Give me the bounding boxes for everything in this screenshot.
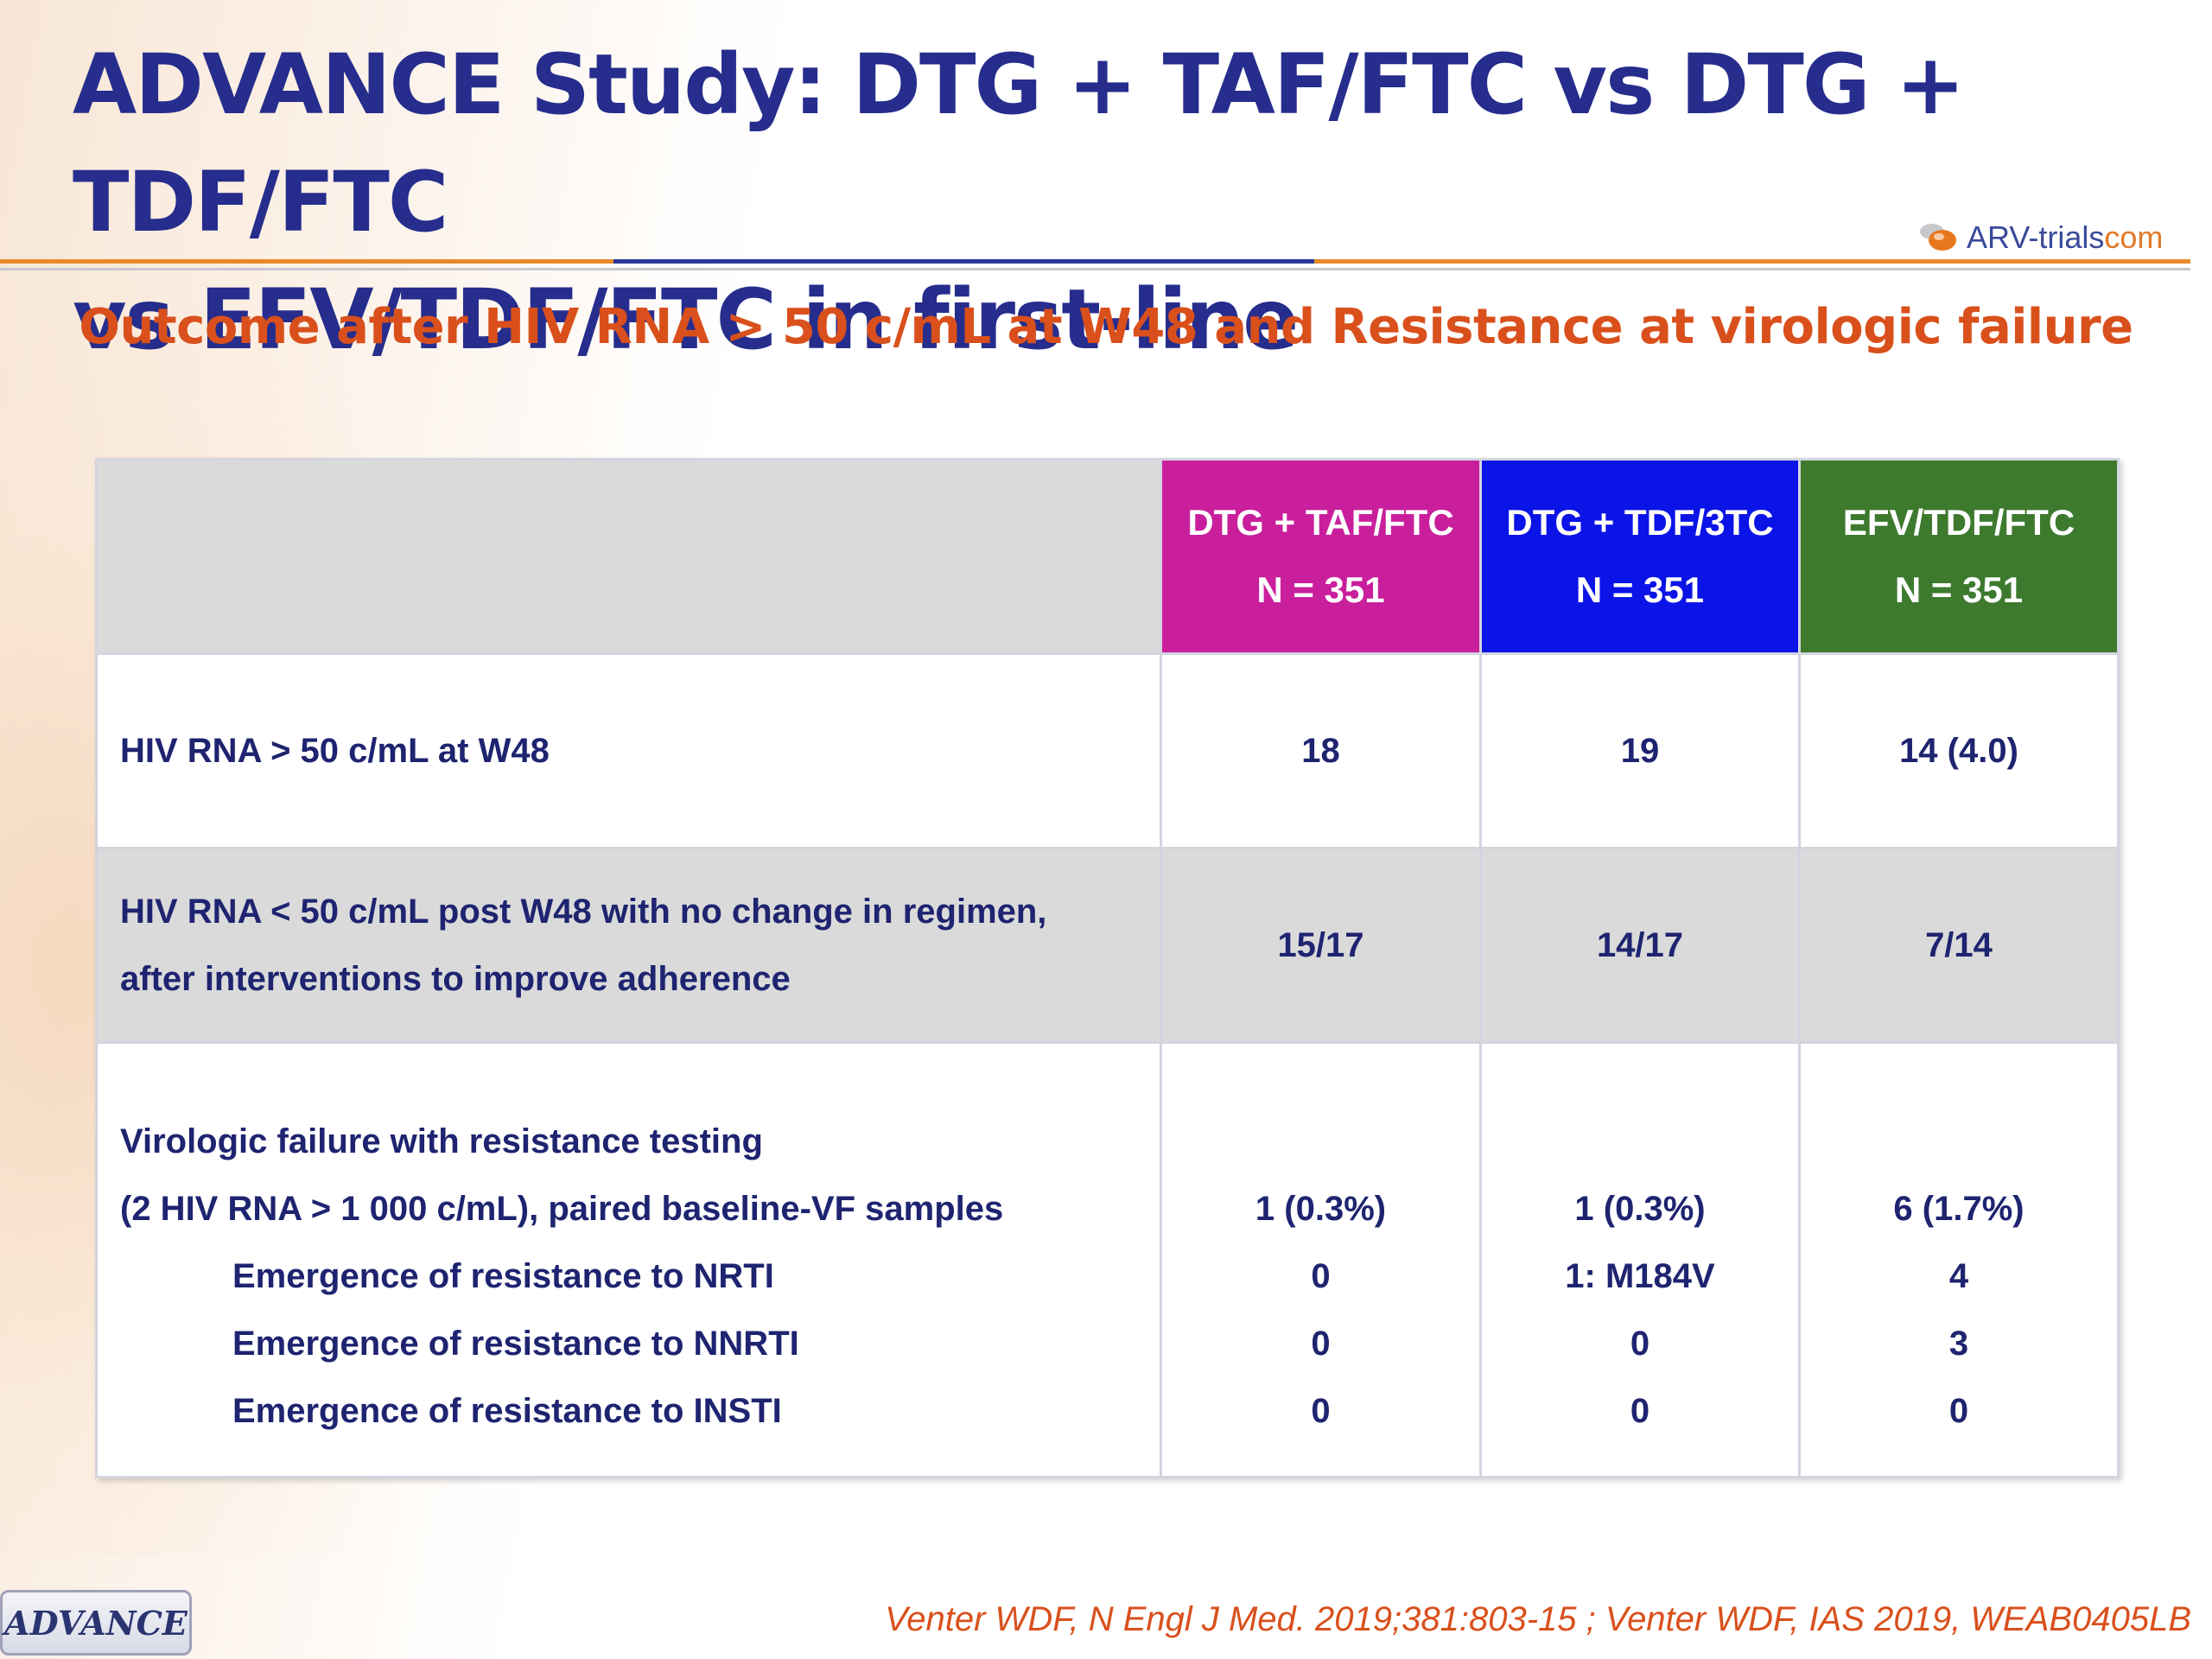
cell-value: 7/14 [1798, 847, 2120, 1044]
sub-label-insti: Emergence of resistance to INSTI [232, 1392, 782, 1430]
cell-value: 6 (1.7%) [1893, 1190, 2024, 1228]
arm-header-dtg-taf-ftc: DTG + TAF/FTC N = 351 [1160, 458, 1482, 655]
arm1-failure-cell: 1 (0.3%) 0 0 0 [1160, 1041, 1482, 1478]
cell-value: 1 (0.3%) [1574, 1190, 1706, 1228]
header-empty-cell [95, 458, 1162, 655]
table-row: Virologic failure with resistance testin… [95, 1041, 2120, 1478]
table-row: HIV RNA < 50 c/mL post W48 with no chang… [95, 847, 2120, 1044]
study-badge: ADVANCE [0, 1590, 192, 1656]
arm2-failure-cell: 1 (0.3%) 1: M184V 0 0 [1479, 1041, 1801, 1478]
cell-value: 0 [1311, 1257, 1331, 1295]
cell-value: 0 [1630, 1392, 1650, 1430]
row-label-line: (2 HIV RNA > 1 000 c/mL), paired baselin… [120, 1190, 1004, 1228]
arm-name: EFV/TDF/FTC [1842, 502, 2075, 543]
arm-name: DTG + TAF/FTC [1187, 502, 1454, 543]
row-label-line: after interventions to improve adherence [120, 960, 791, 998]
cell-value: 0 [1630, 1325, 1650, 1363]
row-label-rna-w48: HIV RNA > 50 c/mL at W48 [95, 652, 1162, 849]
pill-logo-icon [1916, 219, 1961, 256]
cell-value: 18 [1160, 652, 1482, 849]
logo-text: ARV-trialscom [1967, 219, 2163, 256]
arm-n: N = 351 [1256, 569, 1385, 610]
row-label-line: Virologic failure with resistance testin… [120, 1122, 763, 1160]
row-label-post-w48: HIV RNA < 50 c/mL post W48 with no chang… [95, 847, 1162, 1044]
arm-header-efv-tdf-ftc: EFV/TDF/FTC N = 351 [1798, 458, 2120, 655]
cell-value: 1 (0.3%) [1255, 1190, 1387, 1228]
logo-text-suffix: com [2104, 219, 2164, 255]
table-row: HIV RNA > 50 c/mL at W48 18 19 14 (4.0) [95, 652, 2120, 849]
arm-name: DTG + TDF/3TC [1506, 502, 1774, 543]
cell-value: 0 [1311, 1392, 1331, 1430]
slide-title: ADVANCE Study: DTG + TAF/FTC vs DTG + TD… [73, 26, 2164, 378]
title-divider [0, 259, 2190, 264]
cell-value: 0 [1948, 1392, 1969, 1430]
cell-value: 19 [1479, 652, 1801, 849]
cell-value: 3 [1948, 1325, 1969, 1363]
arm-n: N = 351 [1894, 569, 2024, 610]
title-line-2: vs EFV/TDF/FTC in first-line [73, 271, 1299, 368]
arv-trials-logo: ARV-trialscom [1916, 216, 2163, 259]
title-line-1: ADVANCE Study: DTG + TAF/FTC vs DTG + TD… [73, 36, 1965, 251]
sub-label-nnrti: Emergence of resistance to NNRTI [232, 1325, 799, 1363]
cell-value: 1: M184V [1565, 1257, 1715, 1295]
table-header-row: DTG + TAF/FTC N = 351 DTG + TDF/3TC N = … [95, 458, 2120, 655]
cell-value: 14/17 [1479, 847, 1801, 1044]
arm-n: N = 351 [1575, 569, 1705, 610]
citation: Venter WDF, N Engl J Med. 2019;381:803-1… [885, 1600, 2191, 1638]
row-label-virologic-failure: Virologic failure with resistance testin… [95, 1041, 1162, 1478]
cell-value: 14 (4.0) [1798, 652, 2120, 849]
cell-value: 15/17 [1160, 847, 1482, 1044]
slide-subtitle: Outcome after HIV RNA > 50 c/mL at W48 a… [79, 299, 2133, 355]
outcomes-table: DTG + TAF/FTC N = 351 DTG + TDF/3TC N = … [95, 458, 2120, 1478]
cell-value: 0 [1311, 1325, 1331, 1363]
cell-value: 4 [1948, 1257, 1969, 1295]
arm-header-dtg-tdf-3tc: DTG + TDF/3TC N = 351 [1479, 458, 1801, 655]
sub-label-nrti: Emergence of resistance to NRTI [232, 1257, 774, 1295]
row-label-line: HIV RNA < 50 c/mL post W48 with no chang… [120, 893, 1047, 931]
arm3-failure-cell: 6 (1.7%) 4 3 0 [1798, 1041, 2120, 1478]
title-divider-shadow [0, 268, 2190, 270]
logo-text-main: ARV-trials [1967, 219, 2105, 255]
